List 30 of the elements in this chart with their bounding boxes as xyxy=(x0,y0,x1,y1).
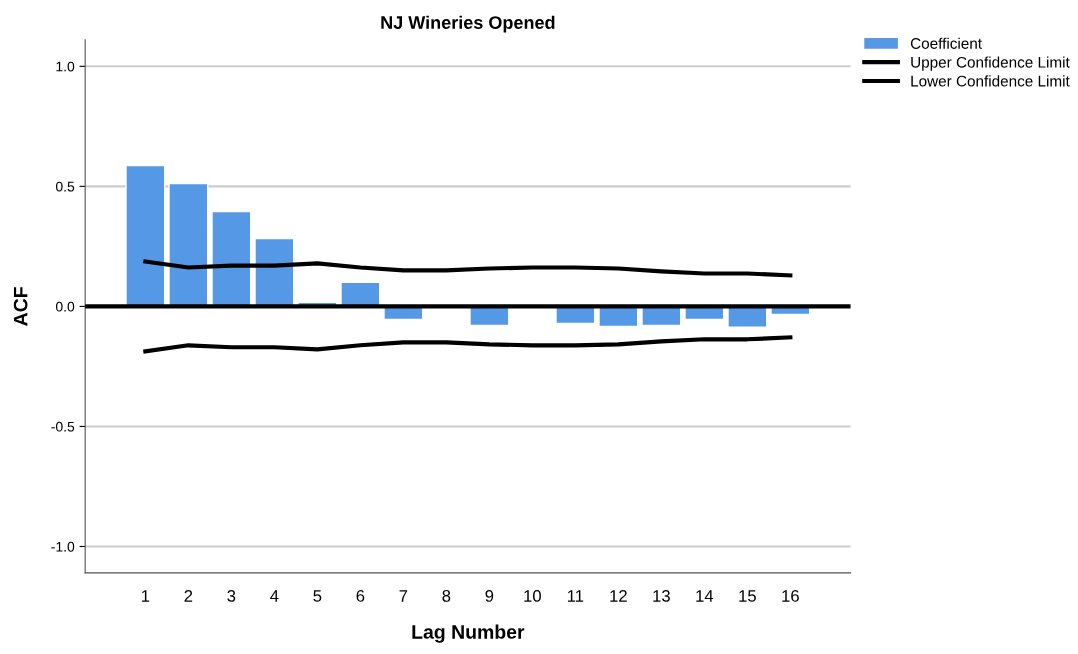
x-tick-label: 16 xyxy=(782,590,799,602)
x-tick-label: 6 xyxy=(356,590,365,602)
x-tick-label: 15 xyxy=(739,590,756,602)
x-tick-label: 8 xyxy=(442,590,451,602)
x-tick-label: 4 xyxy=(270,590,279,602)
x-tick-label: 9 xyxy=(485,590,494,602)
x-axis-title: Lag Number xyxy=(412,624,525,643)
x-tick-label: 1 xyxy=(142,590,150,602)
legend-label: Coefficient xyxy=(910,37,982,49)
legend-label: Lower Confidence Limit xyxy=(911,75,1070,87)
y-tick-label: 0.5 xyxy=(55,181,75,192)
line-series xyxy=(143,259,793,278)
y-tick-label: 0.0 xyxy=(55,301,75,312)
x-tick-label: 5 xyxy=(313,590,322,602)
y-tick-label: 1.0 xyxy=(56,61,75,72)
y-tick-label: -1.0 xyxy=(51,541,75,552)
line-series xyxy=(143,335,793,354)
y-axis-title: ACF xyxy=(13,287,28,326)
x-tick-label: 14 xyxy=(696,590,714,602)
x-tick-label: 10 xyxy=(524,590,541,602)
y-tick-label: -0.5 xyxy=(51,421,75,432)
x-tick-label: 13 xyxy=(653,590,670,602)
chart-title: NJ Wineries Opened xyxy=(381,15,555,33)
bar xyxy=(727,305,768,328)
x-tick-label: 3 xyxy=(227,590,236,602)
x-tick-label: 7 xyxy=(399,590,408,602)
x-tick-label: 2 xyxy=(184,590,193,602)
x-tick-label: 11 xyxy=(567,590,584,602)
x-tick-label: 12 xyxy=(610,590,627,602)
legend-label: Upper Confidence Limit xyxy=(911,56,1070,71)
